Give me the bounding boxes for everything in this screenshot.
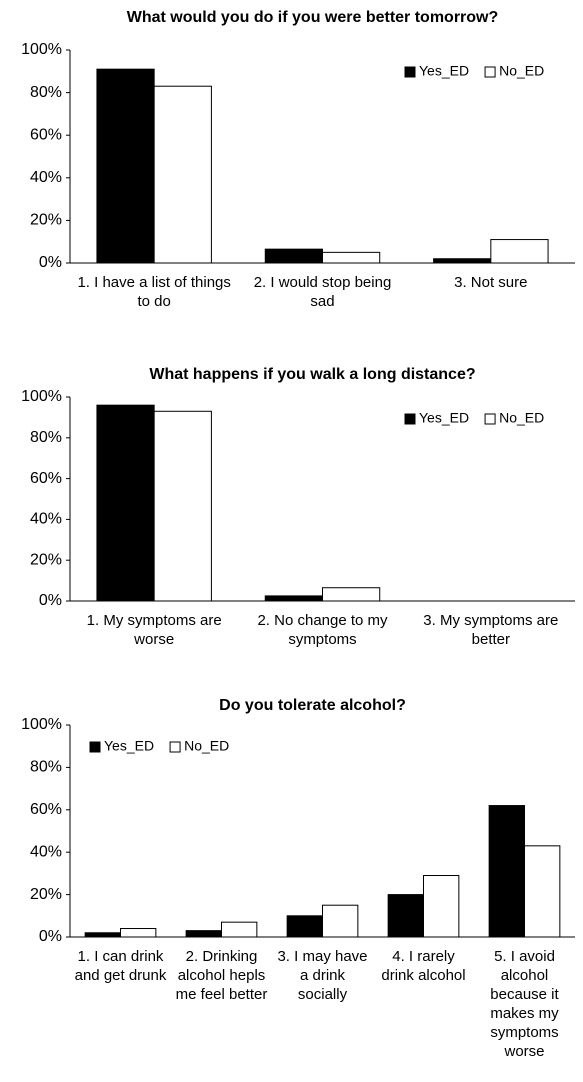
x-tick-label: 3. My symptoms are better — [423, 612, 559, 648]
bar — [433, 258, 492, 264]
y-tick-label: 0% — [39, 928, 62, 945]
legend-label: No_ED — [499, 410, 544, 426]
bar — [264, 595, 323, 602]
legend-label: Yes_ED — [419, 63, 469, 79]
x-tick-label: 2. Drinking alcohol hepls me feel better — [175, 948, 268, 1003]
bar — [120, 928, 157, 938]
legend-label: No_ED — [499, 63, 544, 79]
legend-swatch — [484, 66, 496, 78]
y-tick-label: 100% — [21, 716, 62, 733]
bar — [153, 410, 212, 602]
legend-swatch — [89, 741, 101, 753]
bar — [322, 587, 381, 602]
x-tick-label: 1. I can drink and get drunk — [74, 948, 167, 984]
x-tick-label: 1. I have a list of things to do — [77, 274, 231, 310]
y-tick-label: 0% — [39, 592, 62, 609]
y-tick-label: 80% — [30, 84, 62, 101]
x-tick-label: 4. I rarely drink alcohol — [381, 948, 466, 984]
bar — [490, 239, 549, 264]
legend-swatch — [169, 741, 181, 753]
legend-swatch — [484, 413, 496, 425]
y-tick-label: 20% — [30, 212, 62, 229]
legend-swatch — [404, 66, 416, 78]
y-tick-label: 60% — [30, 126, 62, 143]
bar — [96, 68, 155, 264]
y-tick-label: 100% — [21, 388, 62, 405]
bar — [185, 930, 222, 938]
y-tick-label: 40% — [30, 169, 62, 186]
bar — [322, 904, 359, 938]
chart-title: What would you do if you were better tom… — [127, 9, 499, 26]
legend-swatch — [404, 413, 416, 425]
bar — [221, 921, 258, 938]
legend-label: Yes_ED — [104, 738, 154, 754]
y-tick-label: 20% — [30, 886, 62, 903]
x-tick-label: 2. No change to my symptoms — [257, 612, 388, 648]
y-tick-label: 80% — [30, 429, 62, 446]
y-tick-label: 20% — [30, 551, 62, 568]
x-tick-label: 1. My symptoms are worse — [86, 612, 222, 648]
bar — [96, 404, 155, 602]
y-tick-label: 60% — [30, 470, 62, 487]
y-tick-label: 40% — [30, 511, 62, 528]
bar — [387, 894, 424, 938]
bar — [286, 915, 323, 938]
chart-title: What happens if you walk a long distance… — [149, 366, 475, 383]
x-tick-label: 2. I would stop being sad — [253, 274, 392, 310]
y-tick-label: 80% — [30, 759, 62, 776]
bar — [264, 248, 323, 264]
bar — [322, 251, 381, 264]
y-tick-label: 60% — [30, 801, 62, 818]
x-tick-label: 5. I avoid alcohol because it makes my s… — [490, 948, 559, 1060]
bar — [84, 932, 121, 938]
y-tick-label: 40% — [30, 843, 62, 860]
legend-label: Yes_ED — [419, 410, 469, 426]
bar — [153, 85, 212, 264]
chart-title: Do you tolerate alcohol? — [219, 697, 406, 714]
bar — [488, 805, 525, 938]
bar — [423, 875, 460, 938]
x-tick-label: 3. Not sure — [454, 274, 528, 291]
y-tick-label: 0% — [39, 254, 62, 271]
x-tick-label: 3. I may have a drink socially — [277, 948, 368, 1003]
bar — [524, 845, 561, 938]
legend-label: No_ED — [184, 738, 229, 754]
y-tick-label: 100% — [21, 41, 62, 58]
